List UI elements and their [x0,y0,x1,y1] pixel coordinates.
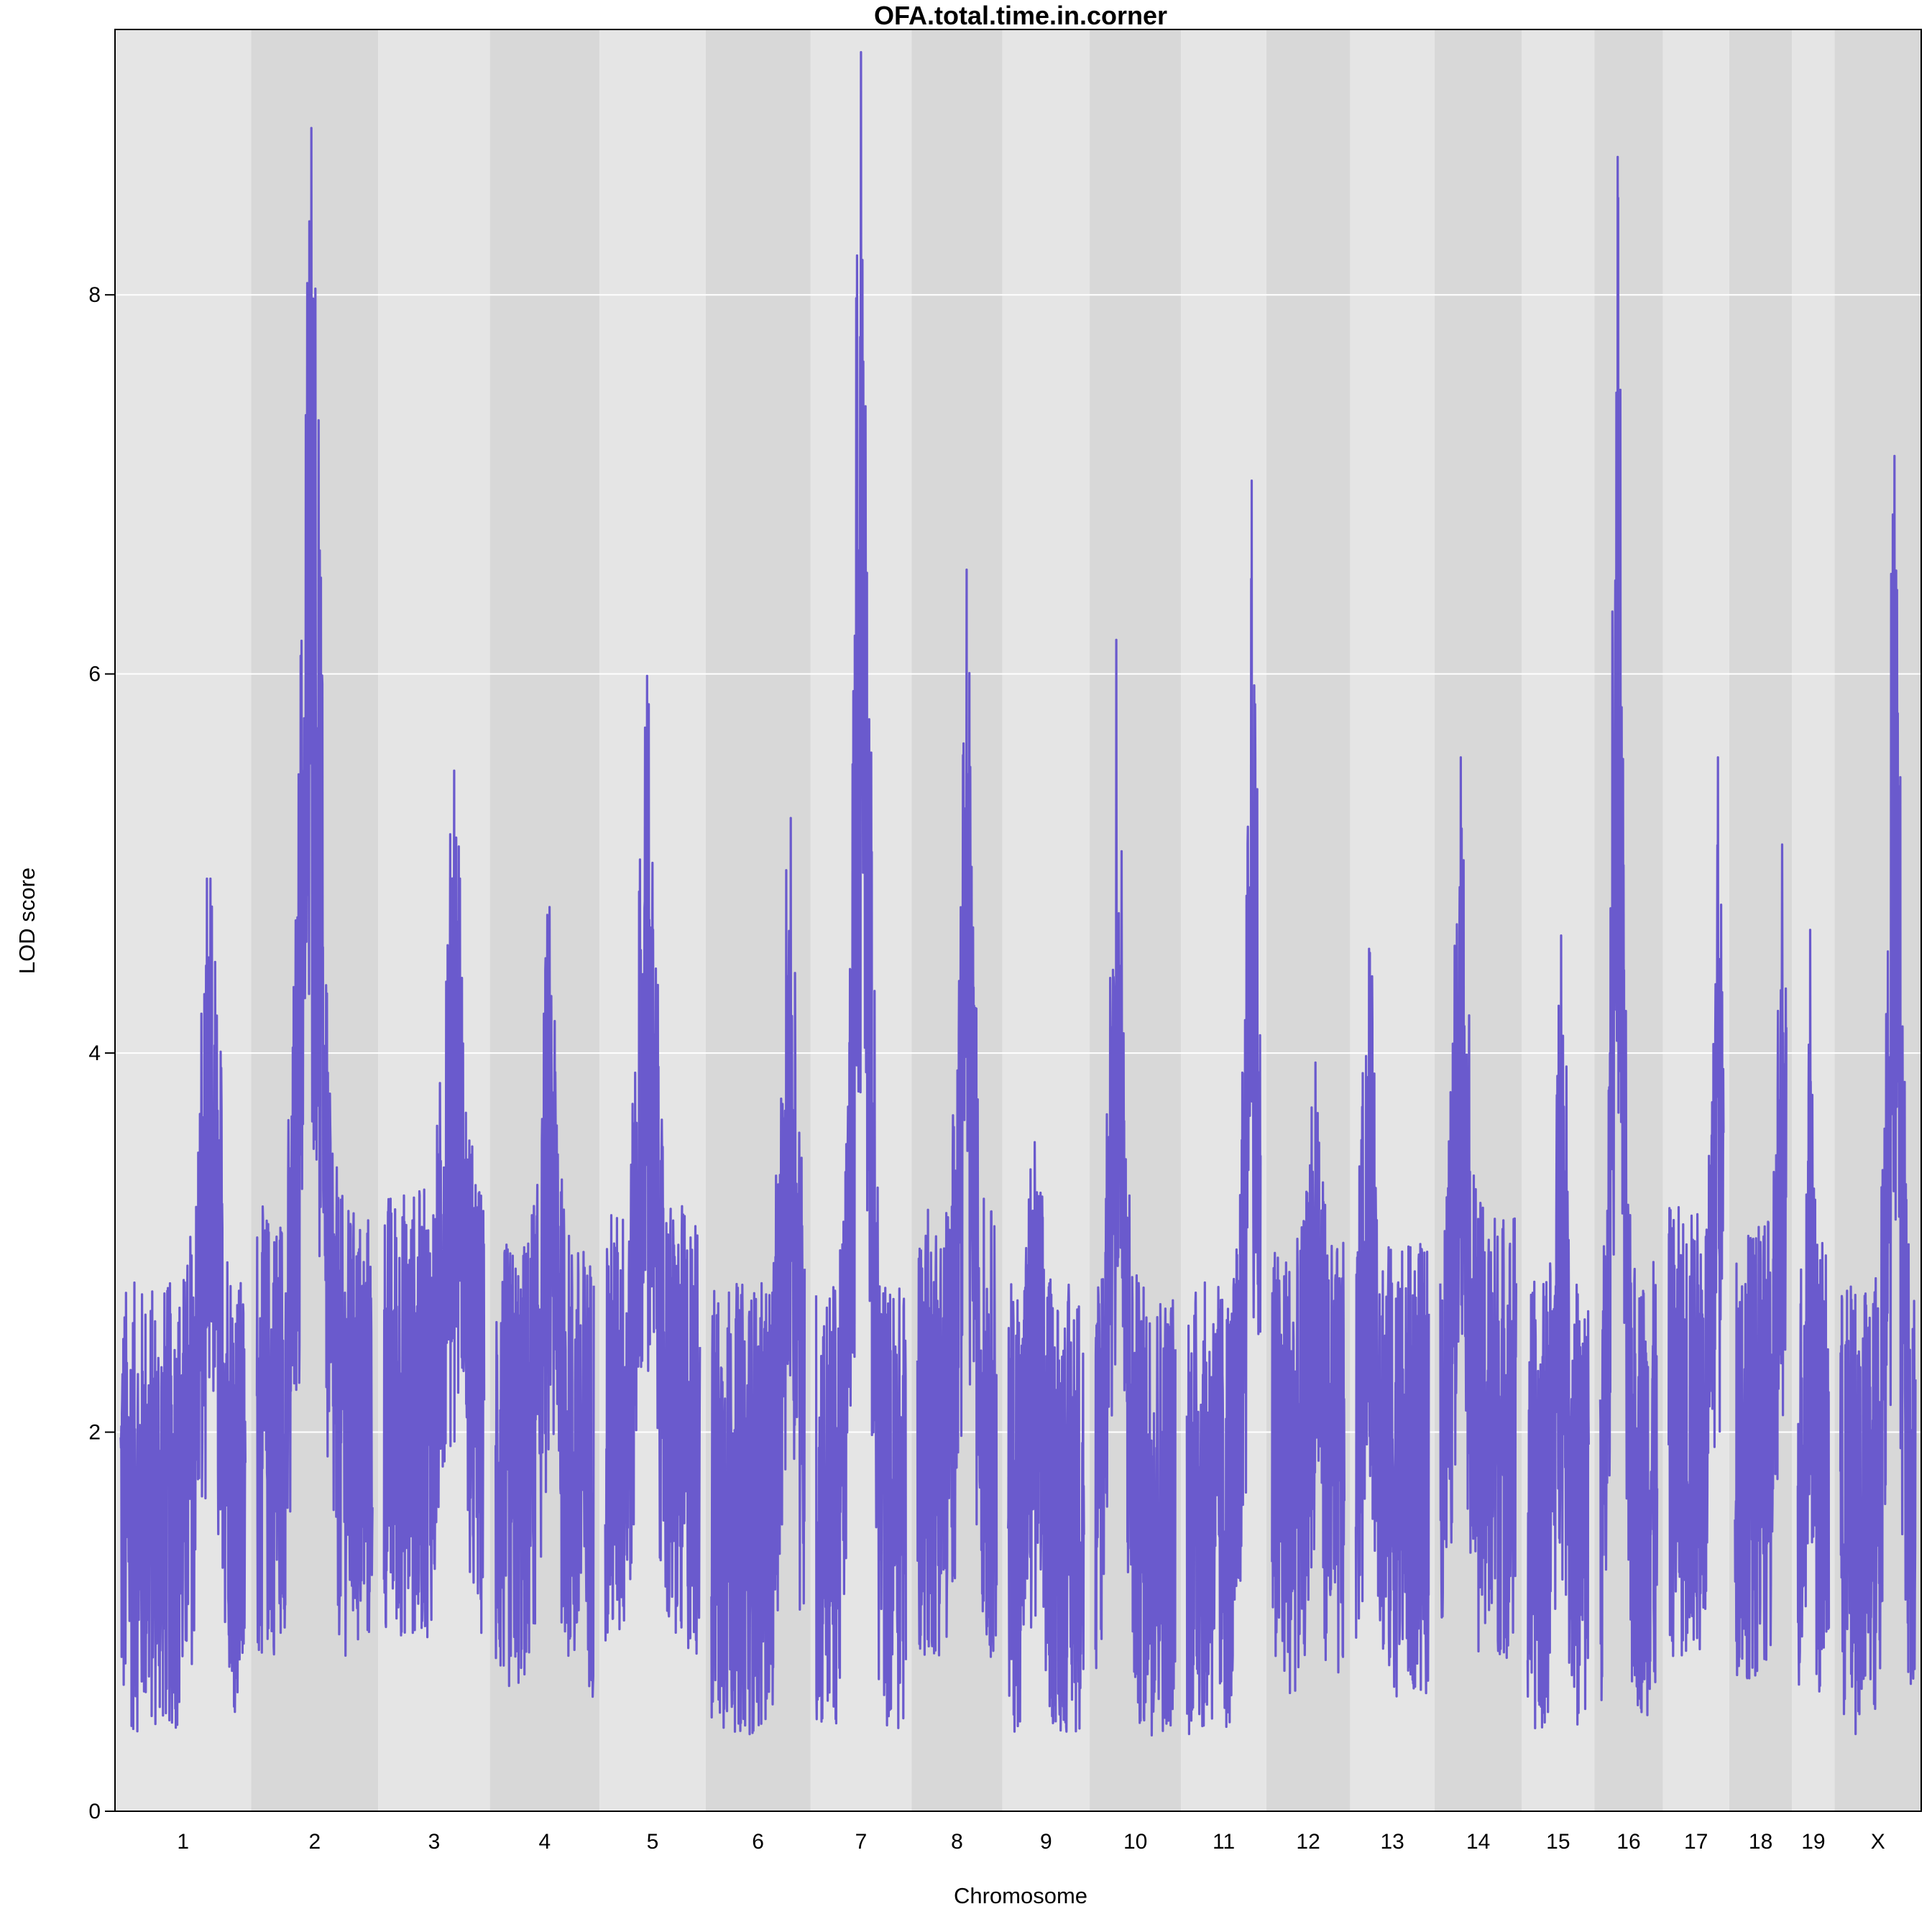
lod-line-chr-10 [1094,638,1177,1736]
lod-line-chr-9 [1007,1141,1085,1733]
lod-line-chr-5 [604,674,702,1655]
y-tick-label-4: 4 [88,1041,101,1065]
x-tick-label-14: 14 [1466,1830,1490,1854]
lod-line-chr-14 [1439,756,1517,1660]
chart-title: OFA.total.time.in.corner [874,1,1167,30]
lod-line-chr-2 [255,126,374,1657]
x-tick-label-7: 7 [855,1830,868,1854]
lod-line-chr-12 [1271,1061,1346,1695]
y-tick-label-6: 6 [88,663,101,686]
lod-line-chr-7 [814,51,907,1729]
lod-series [119,51,1917,1736]
y-tick-label-0: 0 [88,1800,101,1823]
x-axis-ticks: 1 2 3 4 5 6 7 8 9 10 11 12 13 14 15 16 17 18 19 X [177,1830,1885,1854]
x-axis-label: Chromosome [954,1883,1087,1908]
x-tick-label-15: 15 [1546,1830,1570,1854]
x-tick-label-11: 11 [1213,1830,1235,1854]
y-axis-label: LOD score [14,868,40,974]
x-tick-label-8: 8 [951,1830,963,1854]
lod-line-chr-15 [1526,934,1590,1729]
x-tick-label-18: 18 [1749,1830,1772,1854]
x-tick-label-9: 9 [1040,1830,1052,1854]
x-tick-label-16: 16 [1616,1830,1640,1854]
lod-line-chr-11 [1185,479,1262,1736]
x-tick-label-17: 17 [1684,1830,1708,1854]
y-tick-label-8: 8 [88,283,101,307]
x-tick-label-1: 1 [177,1830,189,1854]
lod-line-chr-X [1839,454,1917,1736]
x-tick-label-12: 12 [1296,1830,1320,1854]
lod-line-chr-17 [1668,756,1725,1657]
lod-line-chr-13 [1354,947,1430,1698]
x-tick-label-3: 3 [428,1830,441,1854]
x-tick-label-6: 6 [752,1830,764,1854]
lod-line-chr-8 [916,569,998,1658]
lod-line-chr-18 [1734,843,1788,1680]
x-tick-label-5: 5 [647,1830,659,1854]
x-tick-label-19: 19 [1801,1830,1825,1854]
x-tick-label-X: X [1871,1830,1885,1854]
x-tick-label-4: 4 [539,1830,551,1854]
lod-line-chr-16 [1598,155,1659,1716]
x-tick-label-13: 13 [1380,1830,1404,1854]
x-tick-label-2: 2 [308,1830,321,1854]
lod-line-chr-1 [119,877,247,1733]
y-tick-label-2: 2 [88,1421,101,1445]
plot-frame [114,29,1922,1812]
x-tick-label-10: 10 [1123,1830,1147,1854]
lod-line-chr-6 [710,816,806,1736]
lod-line-chr-4 [494,906,595,1698]
lod-line-chr-3 [382,769,486,1639]
lod-line-chr-19 [1796,929,1831,1693]
y-axis-ticks: 0 2 4 6 8 [88,283,115,1823]
